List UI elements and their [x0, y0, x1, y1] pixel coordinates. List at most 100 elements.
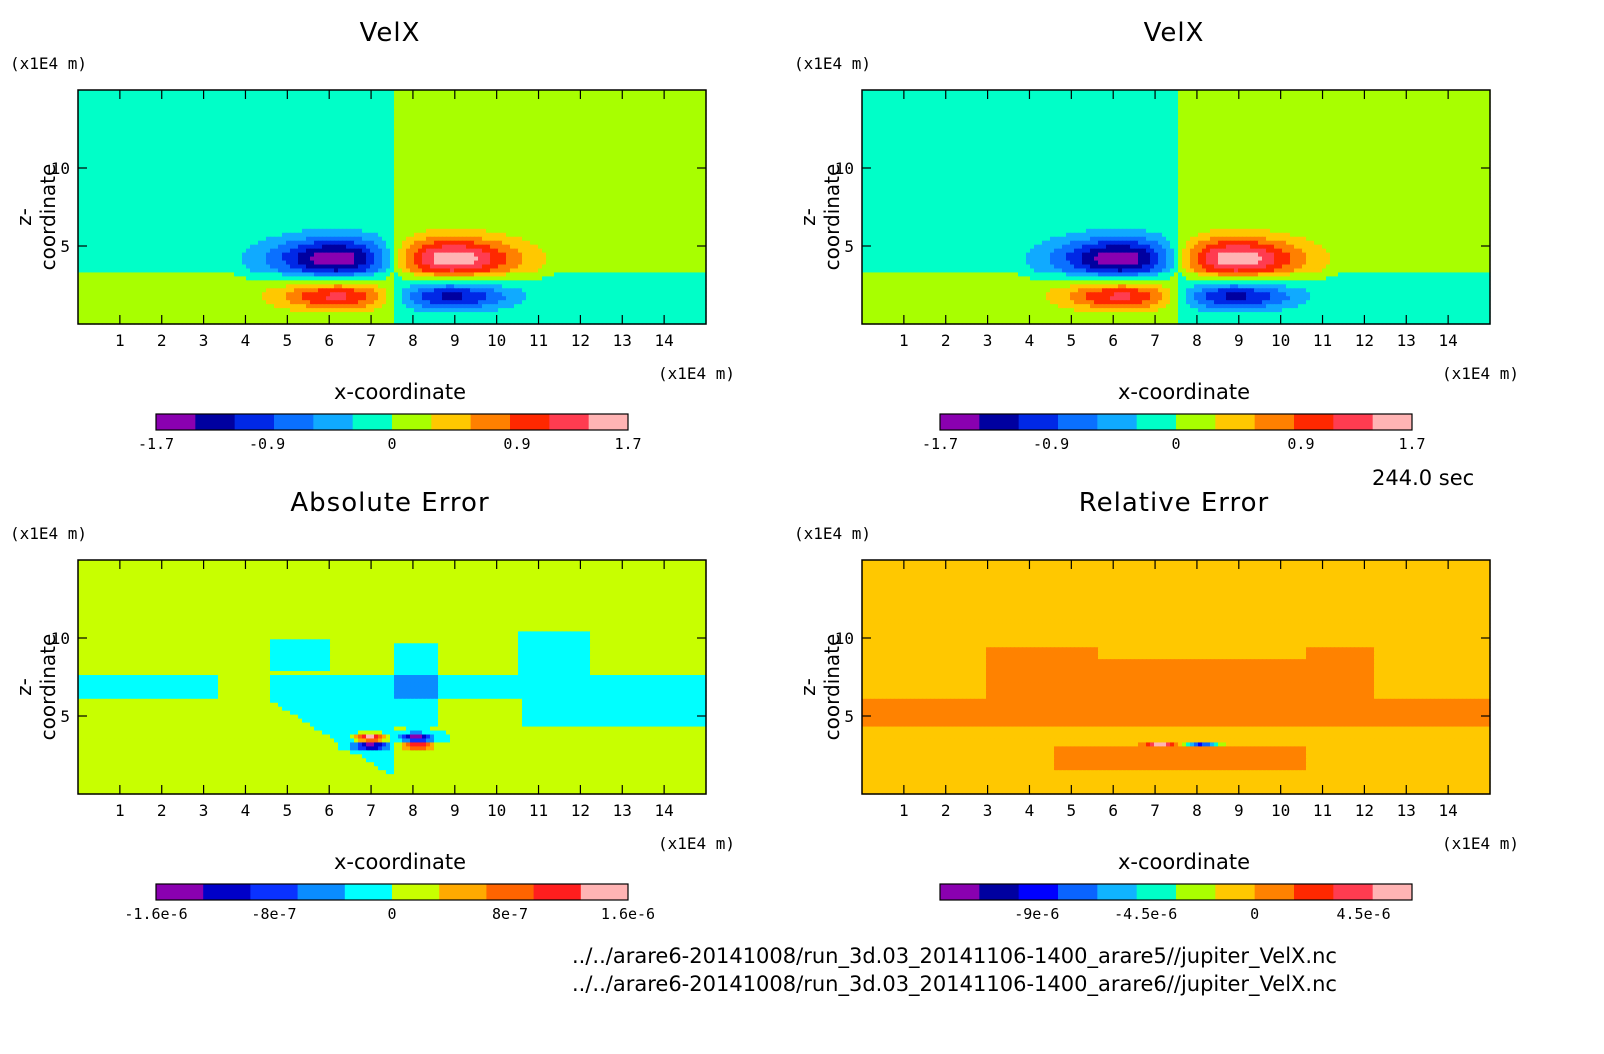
heatmap-cell [222, 117, 227, 123]
heatmap-cell [298, 201, 303, 206]
heatmap-cell [698, 193, 703, 198]
heatmap-cell [202, 201, 207, 206]
heatmap-cell [390, 181, 395, 186]
heatmap-cell [166, 105, 171, 111]
heatmap-cell [426, 208, 431, 214]
heatmap-cell [502, 141, 507, 147]
heatmap-cell [118, 125, 123, 131]
heatmap-cell [642, 201, 647, 206]
heatmap-cell [298, 129, 303, 135]
heatmap-cell [502, 205, 507, 210]
heatmap-cell [342, 101, 347, 107]
heatmap-cell [486, 133, 491, 139]
heatmap-cell [590, 201, 595, 206]
heatmap-cell [386, 113, 391, 119]
heatmap-cell [514, 189, 519, 194]
heatmap-cell [554, 169, 559, 174]
heatmap-cell [190, 141, 195, 147]
heatmap-cell [90, 141, 95, 147]
heatmap-cell [282, 153, 287, 159]
heatmap-cell [326, 125, 331, 131]
heatmap-cell [702, 145, 707, 151]
heatmap-cell [514, 177, 519, 182]
heatmap-cell [158, 141, 163, 147]
heatmap-cell [538, 185, 543, 190]
heatmap-cell [402, 189, 407, 194]
heatmap-cell [78, 173, 83, 178]
heatmap-cell [610, 113, 615, 119]
heatmap-cell [386, 101, 391, 107]
heatmap-cell [106, 101, 111, 107]
heatmap-cell [90, 109, 95, 115]
heatmap-cell [278, 93, 283, 99]
heatmap-cell [130, 137, 135, 143]
heatmap-cell [174, 153, 179, 159]
heatmap-cell [274, 205, 279, 210]
heatmap-cell [178, 113, 183, 119]
heatmap-cell [566, 101, 571, 107]
heatmap-cell [642, 93, 647, 99]
heatmap-cell [346, 105, 351, 111]
heatmap-cell [514, 113, 519, 119]
heatmap-cell [126, 109, 131, 115]
heatmap-cell [574, 97, 579, 103]
heatmap-cell [294, 129, 299, 135]
heatmap-cell [358, 193, 363, 198]
heatmap-cell [258, 133, 263, 139]
heatmap-cell [122, 141, 127, 147]
heatmap-cell [450, 121, 455, 127]
heatmap-cell [578, 113, 583, 119]
heatmap-cell [222, 201, 227, 206]
heatmap-cell [582, 197, 587, 202]
heatmap-cell [698, 153, 703, 159]
heatmap-cell [634, 177, 639, 182]
heatmap-cell [642, 181, 647, 186]
heatmap-cell [222, 141, 227, 147]
heatmap-cell [694, 177, 699, 182]
heatmap-cell [318, 181, 323, 186]
heatmap-cell [126, 201, 131, 206]
heatmap-cell [226, 189, 231, 194]
heatmap-cell [490, 173, 495, 178]
heatmap-cell [154, 133, 159, 139]
heatmap-cell [222, 101, 227, 107]
heatmap-cell [78, 145, 83, 151]
heatmap-cell [522, 137, 527, 143]
heatmap-cell [630, 109, 635, 115]
heatmap-cell [614, 129, 619, 135]
heatmap-cell [206, 181, 211, 186]
heatmap-cell [546, 185, 551, 190]
heatmap-cell [622, 105, 627, 111]
heatmap-cell [650, 113, 655, 119]
heatmap-cell [114, 141, 119, 147]
heatmap-cell [226, 201, 231, 206]
heatmap-cell [178, 169, 183, 174]
heatmap-cell [250, 105, 255, 111]
heatmap-cell [166, 90, 171, 95]
heatmap-cell [550, 141, 555, 147]
heatmap-cell [586, 117, 591, 123]
heatmap-cell [142, 197, 147, 202]
heatmap-cell [510, 117, 515, 123]
heatmap-cell [426, 189, 431, 194]
heatmap-cell [362, 149, 367, 155]
heatmap-cell [490, 201, 495, 206]
heatmap-cell [558, 201, 563, 206]
heatmap-cell [566, 117, 571, 123]
heatmap-cell [662, 165, 667, 170]
heatmap-cell [442, 169, 447, 174]
heatmap-cell [566, 169, 571, 174]
heatmap-cell [206, 121, 211, 127]
heatmap-cell [646, 208, 651, 214]
heatmap-cell [166, 169, 171, 174]
heatmap-cell [274, 212, 279, 218]
heatmap-cell [566, 141, 571, 147]
heatmap-cell [658, 109, 663, 115]
heatmap-cell [510, 90, 515, 95]
heatmap-cell [566, 125, 571, 131]
heatmap-cell [678, 205, 683, 210]
heatmap-cell [94, 149, 99, 155]
heatmap-cell [430, 189, 435, 194]
heatmap-cell [590, 165, 595, 170]
heatmap-cell [346, 205, 351, 210]
